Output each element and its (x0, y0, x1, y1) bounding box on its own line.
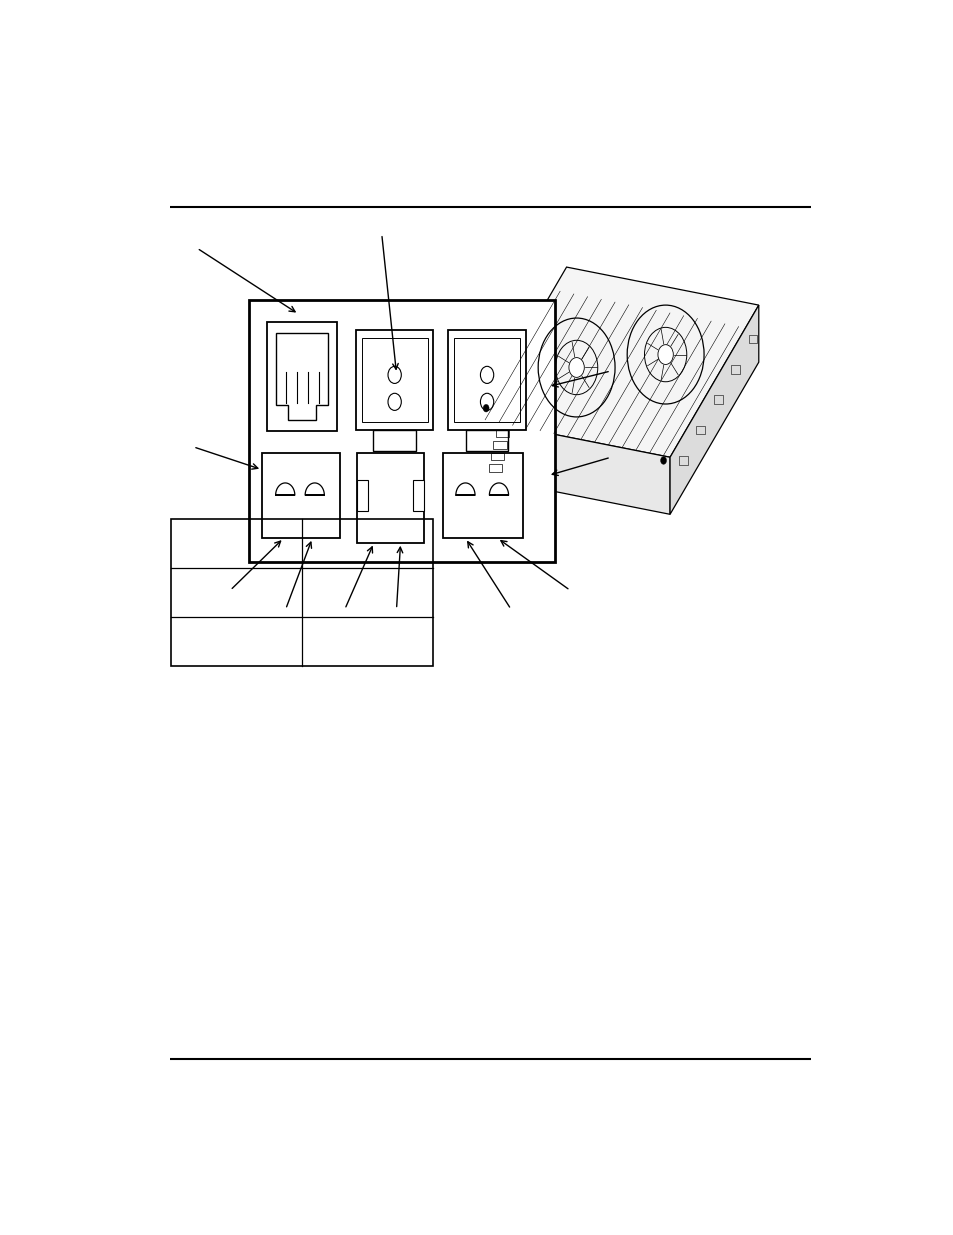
Bar (262, 452, 339, 538)
Circle shape (646, 125, 652, 132)
Bar (355, 330, 433, 430)
Bar (448, 330, 525, 430)
Polygon shape (477, 267, 758, 457)
Bar (249, 300, 555, 562)
Bar (713, 395, 721, 404)
Bar (442, 452, 522, 538)
Bar (491, 452, 504, 461)
Bar (679, 456, 687, 464)
Bar (493, 441, 506, 448)
Polygon shape (477, 419, 669, 514)
Circle shape (658, 345, 673, 364)
Bar (357, 479, 368, 511)
Bar (361, 337, 427, 422)
Bar (696, 426, 704, 435)
Bar (488, 464, 501, 472)
Bar (357, 452, 423, 543)
Bar (731, 366, 740, 373)
Bar (748, 335, 757, 343)
Bar (495, 430, 508, 437)
Bar (373, 430, 416, 451)
Circle shape (659, 457, 666, 464)
Bar (465, 430, 508, 451)
Circle shape (482, 404, 489, 412)
Polygon shape (669, 305, 758, 514)
Bar (267, 322, 337, 431)
Circle shape (568, 358, 583, 378)
Bar (171, 519, 433, 667)
Bar (413, 479, 423, 511)
Bar (454, 337, 519, 422)
